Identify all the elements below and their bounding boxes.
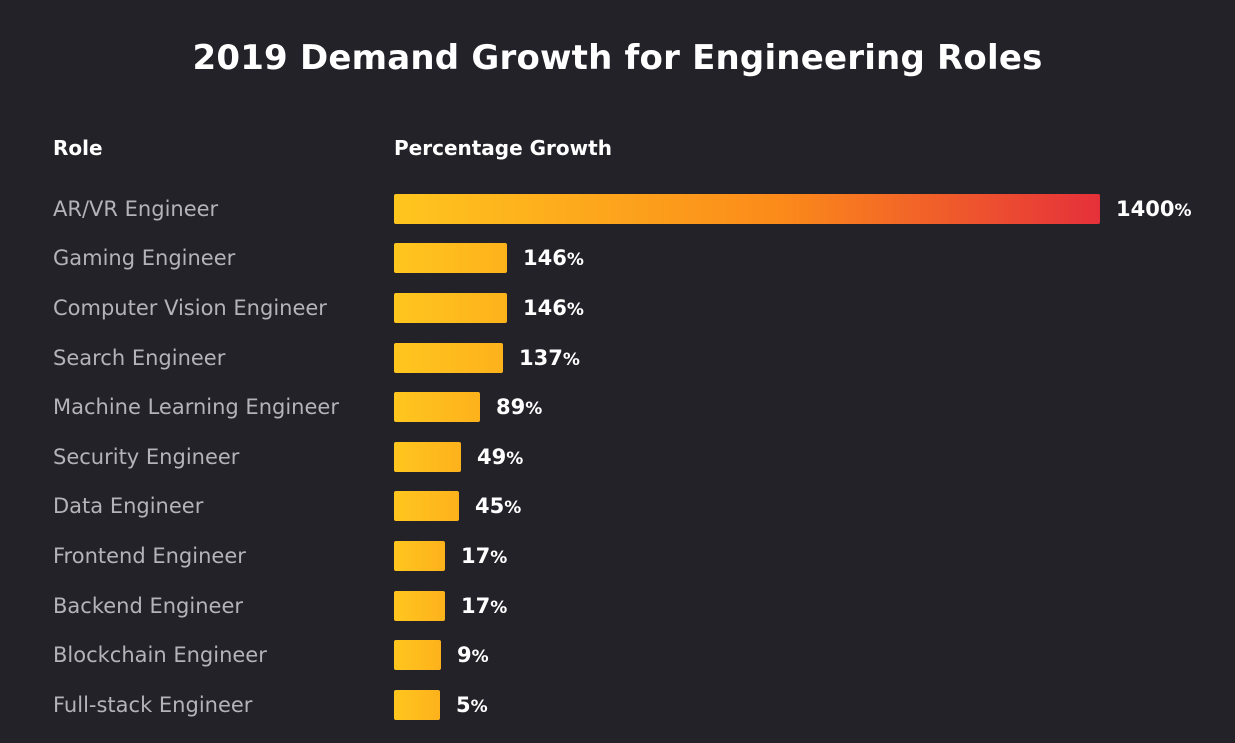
growth-bar — [394, 491, 459, 522]
growth-bar — [394, 392, 480, 423]
value-number: 5 — [456, 692, 471, 717]
role-column-header: Role — [53, 136, 103, 160]
role-label: Full-stack Engineer — [53, 692, 253, 717]
chart-row: Backend Engineer 17% — [0, 581, 1235, 631]
growth-bar — [394, 441, 461, 472]
value-unit: % — [470, 696, 488, 717]
value-unit: % — [525, 399, 543, 420]
growth-bar — [394, 540, 445, 571]
value-unit: % — [1174, 200, 1192, 221]
role-label: Computer Vision Engineer — [53, 295, 327, 320]
value-number: 1400 — [1116, 196, 1175, 221]
role-label: Gaming Engineer — [53, 246, 236, 271]
value-unit: % — [562, 349, 580, 370]
chart-row: Gaming Engineer 146% — [0, 234, 1235, 284]
value-unit: % — [490, 597, 508, 618]
growth-bar — [394, 243, 507, 274]
role-label: Blockchain Engineer — [53, 643, 267, 668]
value-label: 146% — [523, 296, 584, 320]
role-label: Backend Engineer — [53, 593, 243, 618]
chart-row: Full-stack Engineer 5% — [0, 680, 1235, 730]
value-number: 137 — [519, 345, 563, 370]
chart-row: Search Engineer 137% — [0, 333, 1235, 383]
growth-bar — [394, 590, 445, 621]
value-unit: % — [504, 498, 522, 519]
value-label: 49% — [477, 445, 523, 469]
chart-row: Data Engineer 45% — [0, 482, 1235, 532]
chart-rows: AR/VR Engineer 1400% Gaming Engineer 146% Co… — [0, 184, 1235, 730]
value-number: 45 — [475, 494, 505, 519]
growth-column-header: Percentage Growth — [394, 136, 612, 160]
role-label: Search Engineer — [53, 345, 226, 370]
value-label: 17% — [461, 594, 507, 618]
value-unit: % — [506, 448, 524, 469]
value-label: 45% — [475, 494, 521, 518]
growth-bar — [394, 342, 503, 373]
value-label: 17% — [461, 544, 507, 568]
growth-bar — [394, 640, 441, 671]
role-label: AR/VR Engineer — [53, 196, 219, 221]
role-label: Machine Learning Engineer — [53, 395, 339, 420]
chart-row: Machine Learning Engineer 89% — [0, 382, 1235, 432]
value-number: 9 — [457, 643, 472, 668]
chart-row: Computer Vision Engineer 146% — [0, 283, 1235, 333]
chart-title: 2019 Demand Growth for Engineering Roles — [192, 38, 1043, 78]
chart-row: Blockchain Engineer 9% — [0, 630, 1235, 680]
value-unit: % — [566, 250, 584, 271]
value-label: 9% — [457, 643, 489, 667]
value-number: 89 — [496, 395, 526, 420]
role-label: Frontend Engineer — [53, 543, 246, 568]
growth-bar — [394, 193, 1100, 224]
value-number: 17 — [461, 543, 491, 568]
value-number: 17 — [461, 593, 491, 618]
value-unit: % — [471, 647, 489, 668]
value-number: 49 — [477, 444, 507, 469]
role-label: Data Engineer — [53, 494, 204, 519]
value-number: 146 — [523, 295, 567, 320]
role-label: Security Engineer — [53, 444, 240, 469]
chart-row: Frontend Engineer 17% — [0, 531, 1235, 581]
chart-row: AR/VR Engineer 1400% — [0, 184, 1235, 234]
chart-row: Security Engineer 49% — [0, 432, 1235, 482]
value-label: 5% — [456, 693, 488, 717]
value-unit: % — [566, 299, 584, 320]
value-label: 89% — [496, 395, 542, 419]
value-label: 1400% — [1116, 197, 1192, 221]
value-number: 146 — [523, 246, 567, 271]
growth-bar — [394, 689, 440, 720]
growth-bar — [394, 292, 507, 323]
value-label: 146% — [523, 246, 584, 270]
value-unit: % — [490, 547, 508, 568]
value-label: 137% — [519, 346, 580, 370]
